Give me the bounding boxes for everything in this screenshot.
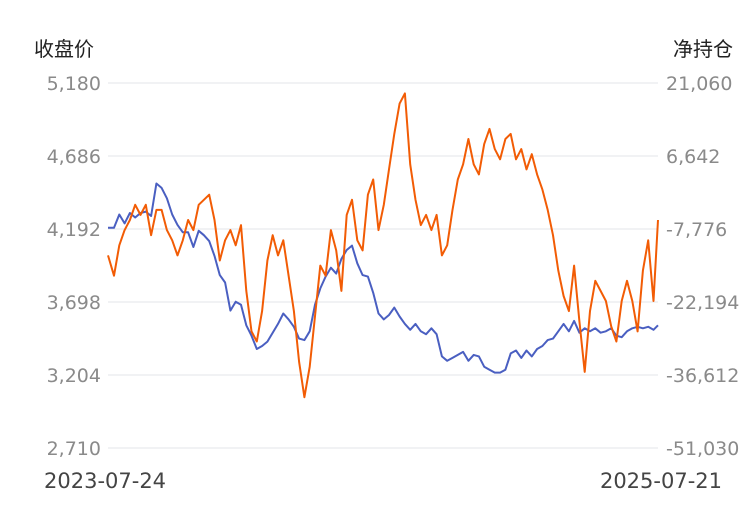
gridlines bbox=[108, 82, 658, 449]
left-tick-label: 5,180 bbox=[47, 73, 101, 95]
left-tick-label: 3,204 bbox=[47, 365, 101, 387]
left-axis-ticks: 5,180 4,686 4,192 3,698 3,204 2,710 bbox=[47, 73, 101, 460]
close-price-line bbox=[108, 182, 659, 374]
right-tick-label: 21,060 bbox=[666, 73, 732, 95]
net-position-line bbox=[107, 92, 659, 399]
x-axis-start-label: 2023-07-24 bbox=[44, 469, 166, 493]
right-axis-ticks: 21,060 6,642 -7,776 -22,194 -36,612 -51,030 bbox=[666, 73, 739, 460]
right-tick-label: -36,612 bbox=[666, 365, 739, 387]
right-axis-title: 净持仓 bbox=[673, 37, 733, 61]
right-tick-label: 6,642 bbox=[666, 146, 720, 168]
right-tick-label: -51,030 bbox=[666, 438, 739, 460]
right-tick-label: -7,776 bbox=[666, 219, 727, 241]
x-axis-end-label: 2025-07-21 bbox=[600, 469, 722, 493]
left-tick-label: 2,710 bbox=[47, 438, 101, 460]
left-axis-title: 收盘价 bbox=[34, 37, 94, 61]
right-tick-label: -22,194 bbox=[666, 292, 739, 314]
left-tick-label: 4,686 bbox=[47, 146, 101, 168]
series-lines bbox=[107, 92, 659, 399]
left-tick-label: 3,698 bbox=[47, 292, 101, 314]
left-tick-label: 4,192 bbox=[47, 219, 101, 241]
